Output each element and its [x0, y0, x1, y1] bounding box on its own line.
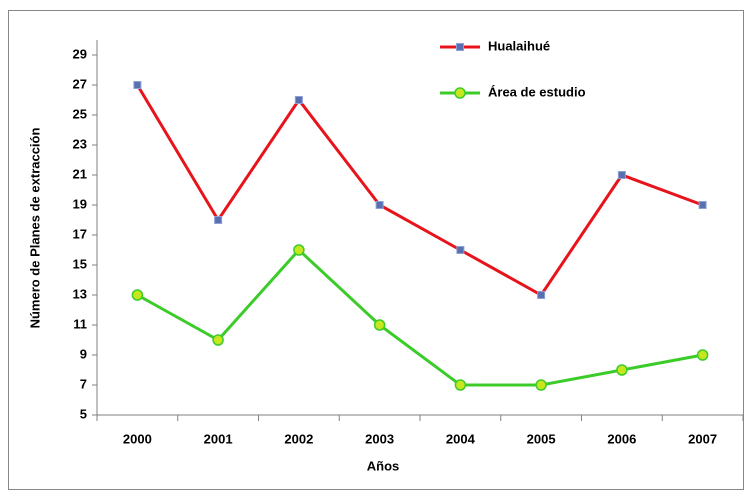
y-tick-label: 15	[73, 256, 87, 271]
marker	[294, 96, 303, 104]
legend-label: Área de estudio	[488, 84, 586, 99]
y-tick-label: 13	[73, 286, 87, 301]
x-tick-label: 2003	[365, 431, 394, 446]
marker	[133, 81, 142, 89]
x-tick-label: 2000	[123, 431, 152, 446]
marker	[454, 87, 466, 99]
y-tick-label: 21	[73, 166, 87, 181]
chart-frame	[8, 10, 744, 490]
y-tick-label: 27	[73, 76, 87, 91]
marker	[373, 319, 386, 331]
marker	[131, 289, 144, 301]
marker	[537, 291, 546, 299]
series-line	[136, 247, 703, 387]
y-tick-label: 25	[73, 106, 87, 121]
x-tick-label: 2002	[284, 431, 313, 446]
marker	[696, 349, 709, 361]
marker	[456, 246, 465, 254]
marker	[293, 244, 305, 256]
marker	[454, 379, 467, 391]
y-tick-label: 11	[73, 316, 87, 331]
y-tick-label: 19	[73, 196, 87, 211]
x-tick-label: 2004	[446, 431, 476, 446]
y-tick-label: 23	[73, 136, 87, 151]
marker	[698, 201, 707, 209]
x-tick-label: 2006	[607, 431, 636, 446]
marker	[616, 364, 628, 376]
x-axis-label: Años	[367, 458, 400, 473]
y-tick-label: 7	[80, 376, 87, 391]
x-tick-label: 2007	[688, 431, 717, 446]
legend-label: Hualaihué	[488, 38, 550, 53]
y-tick-label: 17	[73, 226, 87, 241]
marker	[212, 334, 224, 346]
marker	[535, 379, 547, 391]
marker	[456, 43, 464, 51]
series-line	[136, 84, 704, 297]
y-tick-label: 29	[73, 46, 87, 61]
marker	[375, 201, 384, 209]
y-tick-label: 5	[80, 406, 87, 421]
x-tick-label: 2005	[527, 431, 556, 446]
y-axis-label: Número de Planes de extracción	[27, 128, 42, 329]
y-tick-label: 9	[80, 346, 87, 361]
marker	[214, 216, 223, 224]
marker	[617, 171, 626, 179]
x-tick-label: 2001	[204, 431, 233, 446]
